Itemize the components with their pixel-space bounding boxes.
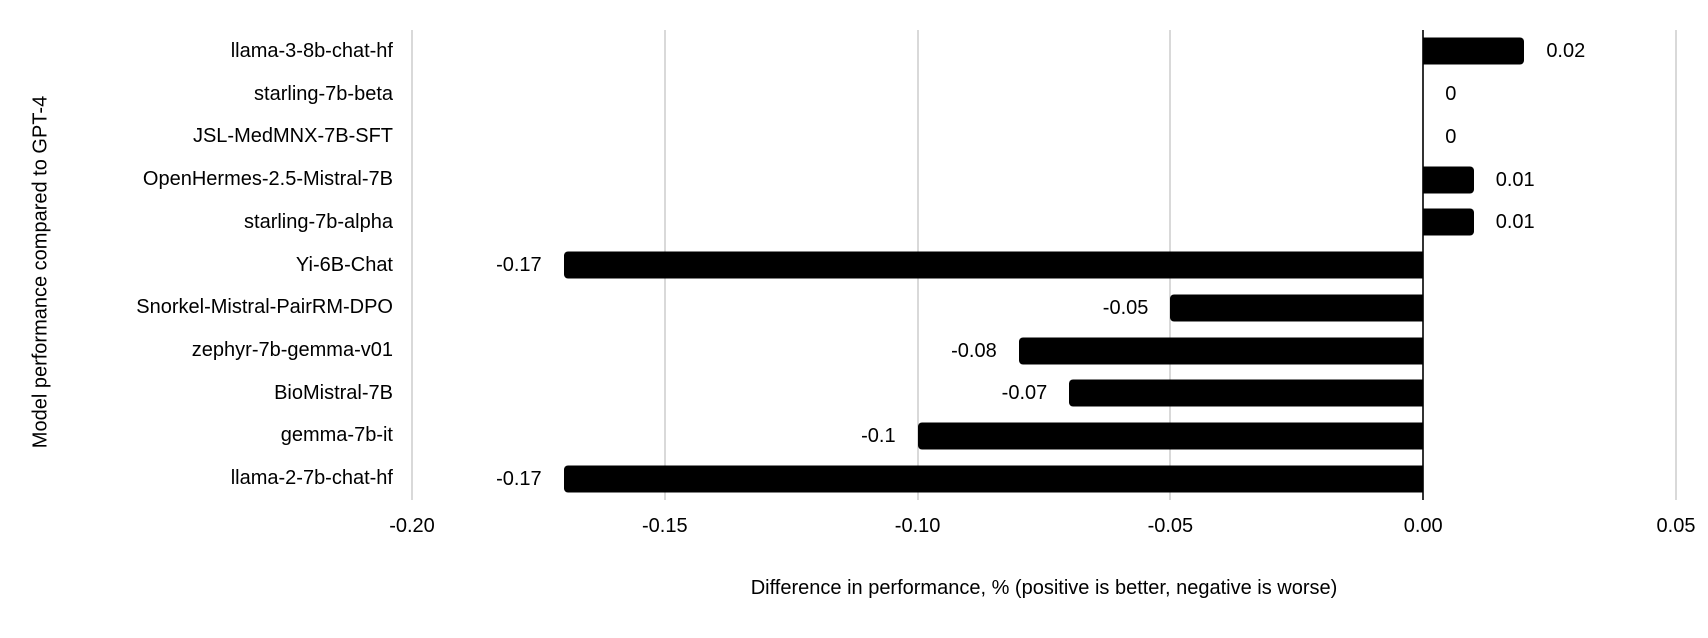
x-axis-title: Difference in performance, % (positive i… [750,577,1338,599]
bar-row: 0.02 [412,30,1676,73]
bar-rows: 0.02 0 0 0.01 0.01 -0.17 -0.05 -0.08 -0.07 -0.1 -0… [412,30,1676,500]
bar-row: -0.1 [412,415,1676,458]
value-label: -0.1 [861,424,896,447]
zero-axis-line [1422,30,1425,500]
value-label: -0.17 [496,467,542,490]
category-label: JSL-MedMNX-7B-SFT [192,125,393,148]
bar-row: 0 [412,73,1676,116]
value-label: -0.05 [1102,296,1149,319]
value-label: -0.07 [1001,382,1048,405]
bar-row: 0.01 [412,201,1676,244]
gridline [1675,30,1677,500]
x-tick-label: -0.15 [642,515,688,537]
bar-row: 0 [412,115,1676,158]
bar [563,251,1424,279]
category-label: gemma-7b-it [280,424,393,447]
value-label: 0.02 [1546,40,1586,63]
bar-row: -0.08 [412,329,1676,372]
category-label: zephyr-7b-gemma-v01 [191,339,393,361]
category-label: starling-7b-beta [254,82,393,105]
x-tick-label: 0.00 [1403,515,1443,537]
x-tick-label: 0.05 [1656,515,1696,537]
category-label: Snorkel-Mistral-PairRM-DPO [136,296,393,319]
bar-row: 0.01 [412,158,1676,201]
bar [917,422,1424,450]
category-label: llama-2-7b-chat-hf [230,467,393,490]
value-label: 0.01 [1495,211,1535,234]
gridline [411,30,413,500]
x-axis-ticks: -0.20 -0.15 -0.10 -0.05 0.00 0.05 [389,515,1695,543]
value-label: 0 [1445,83,1457,106]
x-tick-label: -0.10 [894,515,941,537]
x-tick-label: -0.20 [389,515,435,537]
bar [1018,337,1424,364]
bar [1423,208,1474,236]
category-axis: llama-3-8b-chat-hf starling-7b-beta JSL-Me… [0,30,393,500]
bar [1423,37,1525,65]
value-label: -0.17 [496,254,542,277]
category-label: starling-7b-alpha [244,210,393,233]
value-label: 0 [1445,125,1457,148]
bar-row: -0.05 [412,286,1676,329]
bar-row: -0.07 [412,372,1676,415]
category-label: OpenHermes-2.5-Mistral-7B [142,168,393,191]
category-label: Yi-6B-Chat [295,253,393,276]
bar [1069,379,1424,407]
bar-row: -0.17 [412,457,1676,500]
value-label: -0.08 [951,339,997,362]
plot-area: 0.02 0 0 0.01 0.01 -0.17 -0.05 -0.08 -0.07 -0.1 -0… [411,30,1677,500]
category-label: BioMistral-7B [274,381,393,404]
value-label: 0.01 [1495,168,1535,191]
bar [1423,166,1474,194]
bar [1170,294,1424,322]
bar [563,465,1424,493]
x-tick-label: -0.05 [1147,515,1194,537]
category-label: llama-3-8b-chat-hf [230,39,393,62]
bar-row: -0.17 [412,244,1676,287]
